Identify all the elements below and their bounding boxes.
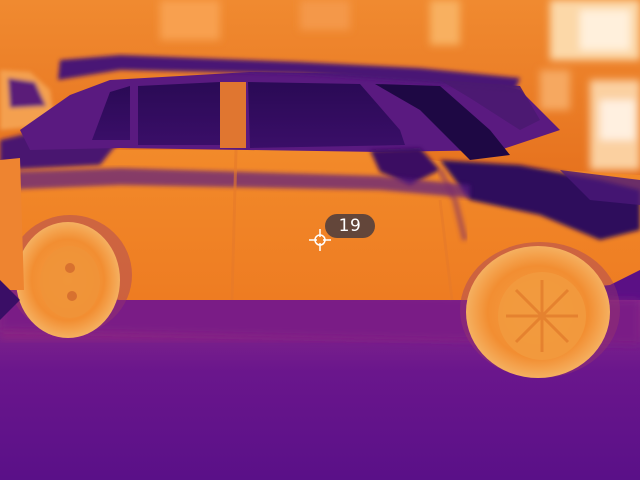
spot-temperature-badge: 19: [325, 214, 375, 238]
crosshair-icon: [309, 229, 331, 251]
